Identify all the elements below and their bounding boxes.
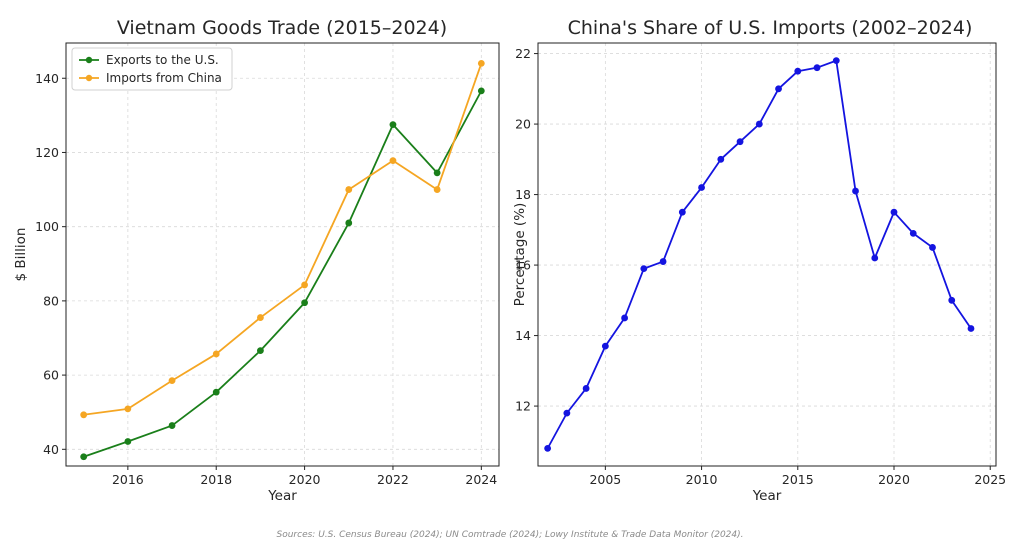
data-point bbox=[212, 350, 220, 358]
data-point bbox=[477, 60, 485, 67]
data-point bbox=[755, 120, 763, 128]
legend-label: Exports to the U.S. bbox=[106, 53, 219, 67]
data-point bbox=[433, 186, 441, 193]
data-point bbox=[168, 422, 176, 429]
legend-marker bbox=[85, 74, 93, 82]
x-tick-label: 2020 bbox=[878, 472, 910, 487]
x-axis-label: Year bbox=[752, 488, 782, 504]
chart-title: China's Share of U.S. Imports (2002–2024… bbox=[568, 17, 973, 39]
data-point bbox=[582, 385, 590, 392]
legend-label: Imports from China bbox=[106, 71, 222, 85]
y-tick-label: 22 bbox=[515, 46, 531, 61]
data-point bbox=[563, 409, 571, 417]
data-point bbox=[345, 219, 353, 227]
data-point bbox=[601, 342, 609, 350]
x-tick-label: 2005 bbox=[589, 472, 621, 487]
data-point bbox=[433, 169, 441, 177]
data-point bbox=[890, 208, 898, 216]
data-point bbox=[301, 281, 308, 289]
data-point bbox=[794, 67, 802, 75]
y-tick-label: 12 bbox=[515, 399, 531, 414]
data-point bbox=[948, 296, 956, 304]
chart-title: Vietnam Goods Trade (2015–2024) bbox=[117, 17, 447, 39]
data-point bbox=[871, 254, 879, 262]
data-point bbox=[124, 438, 132, 445]
x-tick-label: 2015 bbox=[782, 472, 814, 487]
y-tick-label: 40 bbox=[43, 442, 59, 457]
data-point bbox=[832, 57, 840, 65]
data-point bbox=[929, 244, 936, 251]
data-point bbox=[168, 377, 176, 385]
data-point bbox=[389, 121, 397, 129]
legend-box bbox=[71, 47, 233, 91]
x-axis-label: Year bbox=[267, 488, 297, 504]
y-axis-label: $ Billion bbox=[13, 228, 29, 282]
data-point bbox=[301, 299, 308, 307]
data-point bbox=[345, 186, 353, 193]
y-tick-label: 140 bbox=[35, 71, 59, 86]
x-tick-label: 2022 bbox=[377, 472, 409, 487]
data-point bbox=[80, 453, 88, 461]
data-point bbox=[389, 157, 397, 165]
x-tick-label: 2020 bbox=[289, 472, 321, 487]
chart-vietnam-goods-trade: 2016 2018 2020 2022 2024 40 60 80 100 120 140 Vietn… bbox=[13, 17, 500, 504]
y-tick-label: 100 bbox=[35, 219, 59, 234]
data-point bbox=[257, 347, 264, 355]
legend: Exports to the U.S. Imports from China bbox=[71, 47, 233, 91]
x-tick-label: 2024 bbox=[465, 472, 497, 487]
data-point bbox=[852, 187, 859, 195]
data-point bbox=[909, 229, 917, 237]
data-point bbox=[717, 155, 725, 163]
y-tick-label: 18 bbox=[515, 187, 531, 202]
plot-frame bbox=[537, 42, 997, 467]
y-tick-label: 16 bbox=[515, 258, 531, 273]
data-point bbox=[678, 208, 686, 216]
data-point bbox=[967, 325, 975, 332]
data-point bbox=[659, 258, 667, 265]
chart-china-share-us-imports: 2005 2010 2015 2020 2025 12 14 16 18 20 22 China's … bbox=[512, 17, 1006, 504]
series-line-0 bbox=[546, 59, 972, 449]
data-point bbox=[257, 314, 264, 321]
data-point bbox=[124, 405, 132, 413]
source-note: Sources: U.S. Census Bureau (2024); UN C… bbox=[277, 530, 744, 540]
y-tick-label: 80 bbox=[43, 293, 59, 308]
plot-frame bbox=[65, 42, 500, 467]
x-tick-label: 2018 bbox=[200, 472, 232, 487]
data-point bbox=[621, 314, 628, 322]
y-tick-label: 14 bbox=[515, 328, 531, 343]
data-point bbox=[80, 411, 88, 419]
x-tick-label: 2016 bbox=[112, 472, 144, 487]
y-tick-label: 20 bbox=[515, 117, 531, 132]
data-point bbox=[544, 444, 552, 452]
series-line-1 bbox=[83, 63, 483, 416]
data-point bbox=[640, 265, 648, 272]
x-tick-label: 2010 bbox=[686, 472, 718, 487]
data-point bbox=[698, 184, 705, 191]
data-point bbox=[736, 138, 744, 146]
legend-marker bbox=[85, 56, 93, 64]
y-tick-label: 120 bbox=[35, 145, 59, 160]
data-point bbox=[813, 64, 821, 72]
y-axis-label: Percentage (%) bbox=[512, 203, 528, 307]
x-tick-label: 2025 bbox=[974, 472, 1006, 487]
data-point bbox=[477, 87, 485, 95]
data-point bbox=[212, 388, 220, 396]
y-tick-label: 60 bbox=[43, 368, 59, 383]
data-point bbox=[775, 85, 782, 93]
series-line-0 bbox=[83, 90, 483, 458]
